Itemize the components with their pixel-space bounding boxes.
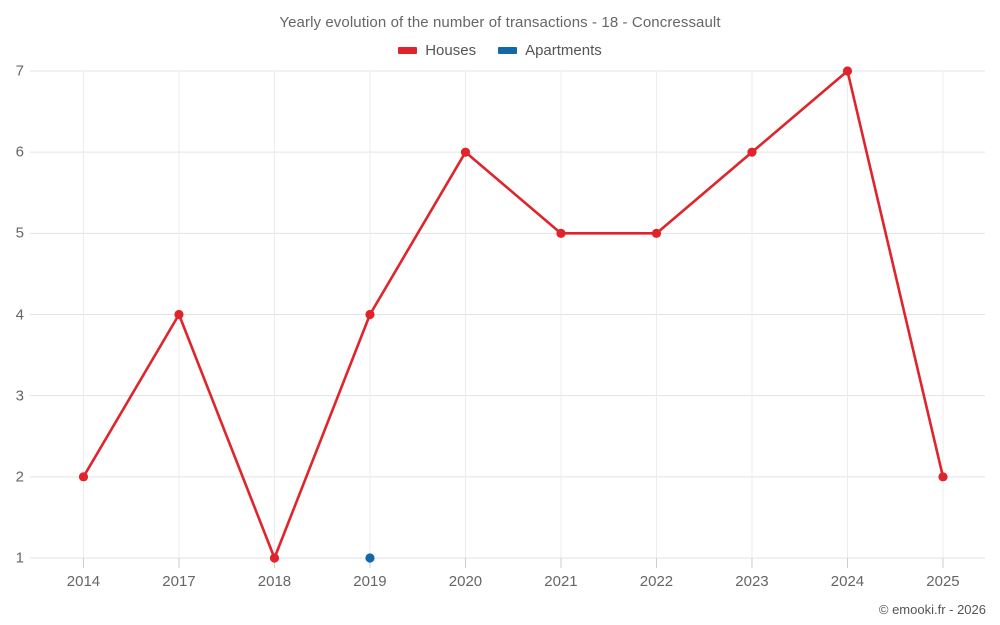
data-point-houses[interactable] xyxy=(651,228,662,238)
x-axis-label: 2020 xyxy=(448,573,483,590)
y-axis-label: 5 xyxy=(15,224,24,242)
series-lines xyxy=(82,69,945,560)
data-point-houses[interactable] xyxy=(747,147,757,157)
chart-legend: Houses Apartments xyxy=(0,42,1000,59)
axis-ticks xyxy=(82,558,944,568)
data-point-houses[interactable] xyxy=(556,228,566,238)
data-point-houses[interactable] xyxy=(938,472,948,482)
y-axis-label: 4 xyxy=(15,306,24,323)
legend-item-houses[interactable]: Houses xyxy=(398,42,476,59)
data-point-houses[interactable] xyxy=(842,66,853,76)
y-axis-label: 6 xyxy=(15,143,24,161)
x-axis-label: 2022 xyxy=(639,573,674,590)
x-axis-label: 2024 xyxy=(830,573,865,590)
data-point-houses[interactable] xyxy=(78,472,89,482)
legend-label-houses: Houses xyxy=(425,42,477,59)
data-point-houses[interactable] xyxy=(365,309,375,320)
x-axis-label: 2021 xyxy=(544,573,578,590)
y-axis-label: 2 xyxy=(15,468,24,486)
chart-title: Yearly evolution of the number of transa… xyxy=(279,14,721,31)
gridlines xyxy=(30,70,985,559)
x-axis-label: 2014 xyxy=(66,573,101,590)
data-point-apartments[interactable] xyxy=(365,553,375,563)
legend-swatch-houses xyxy=(398,47,418,54)
legend-item-apartments[interactable]: Apartments xyxy=(498,42,602,59)
data-point-houses[interactable] xyxy=(460,147,471,157)
data-point-houses[interactable] xyxy=(174,309,184,320)
x-axis-label: 2019 xyxy=(353,573,387,590)
copyright-footer: © emooki.fr - 2026 xyxy=(878,602,986,617)
legend-swatch-apartments xyxy=(498,47,518,54)
x-axis-label: 2017 xyxy=(162,573,196,590)
x-axis-label: 2025 xyxy=(926,573,960,590)
x-axis-label: 2018 xyxy=(257,573,292,590)
series-line-houses xyxy=(82,69,945,560)
y-axis-label: 3 xyxy=(15,387,24,405)
series-points xyxy=(78,66,948,563)
legend-label-apartments: Apartments xyxy=(525,42,602,59)
data-point-houses[interactable] xyxy=(269,553,280,563)
y-axis-label: 7 xyxy=(15,62,24,80)
y-axis-label: 1 xyxy=(15,549,24,567)
x-axis-label: 2023 xyxy=(735,573,769,590)
